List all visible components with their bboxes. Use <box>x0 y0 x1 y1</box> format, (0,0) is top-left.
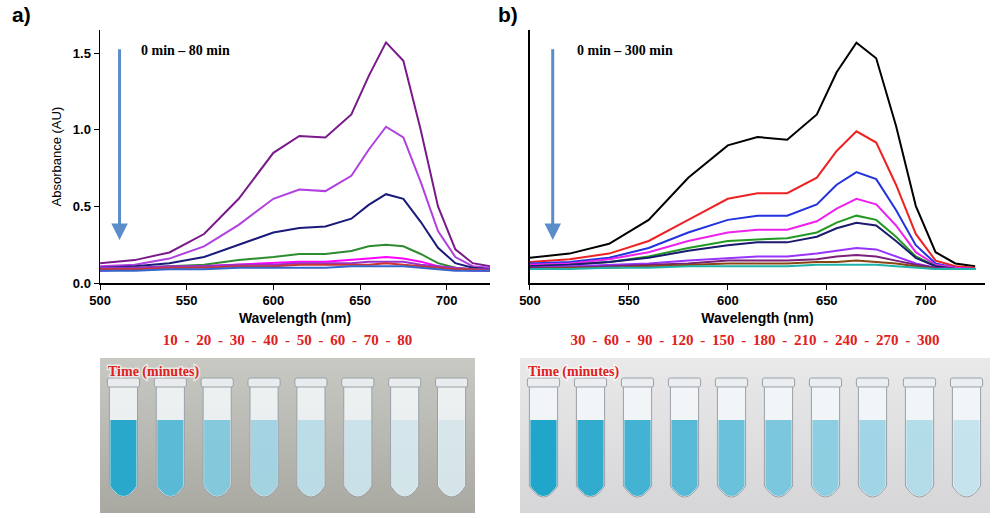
svg-text:a): a) <box>12 3 31 26</box>
svg-text:500: 500 <box>519 293 541 308</box>
svg-text:700: 700 <box>436 293 458 308</box>
svg-text:500: 500 <box>89 293 111 308</box>
svg-text:1.5: 1.5 <box>73 46 91 61</box>
svg-text:650: 650 <box>349 293 371 308</box>
svg-text:0 min – 300 min: 0 min – 300 min <box>577 43 673 58</box>
svg-text:600: 600 <box>263 293 285 308</box>
svg-text:1.0: 1.0 <box>73 122 91 137</box>
svg-text:Absorbance (AU): Absorbance (AU) <box>49 107 64 207</box>
svg-text:550: 550 <box>176 293 198 308</box>
svg-text:650: 650 <box>816 293 838 308</box>
svg-text:0.5: 0.5 <box>73 199 91 214</box>
svg-text:b): b) <box>498 3 518 26</box>
svg-text:600: 600 <box>717 293 739 308</box>
svg-text:550: 550 <box>618 293 640 308</box>
html-text:30 - 60 - 90 - 120 - 150 - 180: 30 - 60 - 90 - 120 - 150 - 180 - 210 - 2… <box>570 332 940 348</box>
svg-text:700: 700 <box>915 293 937 308</box>
svg-text:0 min – 80 min: 0 min – 80 min <box>141 43 230 58</box>
html-text:10 - 20 - 30 - 40 - 50 - 60 -: 10 - 20 - 30 - 40 - 50 - 60 - 70 - 80 <box>162 332 413 348</box>
svg-text:0.0: 0.0 <box>73 276 91 291</box>
svg-text:Time (minutes): Time (minutes) <box>528 364 619 380</box>
svg-text:Wavelength (nm): Wavelength (nm) <box>239 310 351 326</box>
svg-text:Wavelength (nm): Wavelength (nm) <box>701 310 813 326</box>
svg-text:Time (minutes): Time (minutes) <box>108 364 199 380</box>
